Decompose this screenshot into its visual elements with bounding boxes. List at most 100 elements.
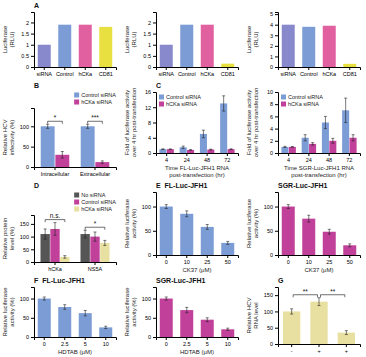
y-tick-label: 1.5 bbox=[21, 31, 29, 37]
y-tick: 12 bbox=[145, 105, 156, 111]
x-tick-label: 0 bbox=[287, 259, 290, 265]
error-bar bbox=[352, 135, 355, 141]
x-tick: 0 bbox=[287, 255, 290, 265]
x-tick-label: NS5A bbox=[88, 266, 103, 272]
x-tick-label: 48 bbox=[204, 157, 210, 163]
y-tick-label: 16 bbox=[145, 89, 151, 95]
x-tick: - bbox=[291, 344, 293, 354]
y-tick-label: 1 bbox=[270, 54, 273, 60]
x-tick-mark bbox=[291, 344, 292, 347]
y-tick-label: 10 bbox=[267, 89, 273, 95]
error-bar bbox=[103, 240, 106, 245]
y-tick-mark bbox=[153, 45, 156, 46]
x-tick-mark bbox=[349, 255, 350, 258]
y-tick-label: 4 bbox=[270, 126, 273, 132]
panel-title: SGR-Luc-JFH1 bbox=[156, 277, 206, 284]
y-tick-mark bbox=[31, 167, 34, 168]
x-axis: siRNAControlhCKaCD81 bbox=[157, 67, 239, 77]
x-tick-label: 0 bbox=[165, 259, 168, 265]
y-axis-label: Relative luciferaseactivity (%) bbox=[2, 287, 15, 337]
y-tick-label: 150 bbox=[264, 292, 273, 298]
error-bar bbox=[104, 326, 107, 328]
error-bar bbox=[226, 241, 229, 244]
x-tick-label: CD81 bbox=[221, 71, 235, 77]
x-tick: 2.5 bbox=[61, 337, 69, 347]
x-tick-mark bbox=[166, 67, 167, 70]
y-tick: 100 bbox=[264, 204, 278, 210]
x-tick-label: 10 bbox=[184, 259, 190, 265]
x-tick: Control bbox=[178, 67, 196, 77]
y-tick-label: 2 bbox=[148, 20, 151, 26]
x-tick: siRNA bbox=[158, 67, 174, 77]
x-axis: 4244872 bbox=[157, 153, 239, 163]
y-tick-label: 50 bbox=[145, 315, 151, 321]
error-bar bbox=[44, 229, 47, 239]
y-tick-mark bbox=[153, 123, 156, 124]
y-tick-label: 0 bbox=[148, 252, 151, 258]
y-axis-label: Luciferase(RLU) bbox=[2, 25, 15, 53]
y-tick-mark bbox=[275, 295, 278, 296]
panel: 0501000102550Relative luciferaseactivity… bbox=[246, 182, 361, 273]
legend-swatch bbox=[74, 193, 79, 198]
x-tick-mark bbox=[346, 344, 347, 347]
legend-label: Control siRNA bbox=[81, 92, 116, 98]
y-tick-mark bbox=[153, 231, 156, 232]
bar bbox=[281, 147, 288, 153]
x-axis: -++ bbox=[279, 344, 361, 354]
x-tick-mark bbox=[308, 255, 309, 258]
y-tick: 100 bbox=[20, 124, 34, 130]
y-tick: 50 bbox=[267, 228, 278, 234]
y-tick: 1.5 bbox=[21, 31, 34, 37]
error-bar bbox=[206, 318, 209, 322]
y-tick-label: 50 bbox=[23, 315, 29, 321]
y-tick-label: 100 bbox=[20, 234, 29, 240]
error-bar bbox=[84, 230, 87, 238]
error-bar bbox=[206, 224, 209, 229]
x-axis-line bbox=[279, 68, 361, 71]
bar bbox=[58, 307, 71, 337]
x-axis: siRNAControlhCKaCD81 bbox=[35, 67, 117, 77]
x-axis: 02.5510 bbox=[35, 337, 117, 347]
panel: 050100150-++Relative HCVRNA levelG**** bbox=[246, 277, 361, 354]
x-tick: CD81 bbox=[221, 67, 235, 77]
y-tick: 1 bbox=[26, 42, 34, 48]
x-axis-label: Time SGR-Luc-JFH1 RNApost-transfection (… bbox=[284, 165, 354, 178]
y-tick-mark bbox=[275, 46, 278, 47]
error-bar bbox=[230, 148, 233, 150]
x-axis-label: Time FL-Luc-JFH1 RNApost-transfection (h… bbox=[165, 165, 229, 178]
significance-label: ** bbox=[303, 288, 309, 295]
x-tick: 25 bbox=[326, 255, 332, 265]
y-tick: 1 bbox=[270, 54, 278, 60]
x-tick-label: Extracellular bbox=[80, 171, 110, 177]
error-bar bbox=[63, 256, 66, 259]
y-tick-label: 0 bbox=[148, 334, 151, 340]
x-tick: Extracellular bbox=[80, 167, 110, 177]
y-tick-label: 6 bbox=[270, 114, 273, 120]
legend-label: Control siRNA bbox=[81, 199, 116, 205]
y-tick: 0 bbox=[26, 164, 34, 170]
y-axis-line bbox=[31, 216, 35, 263]
y-tick: 50 bbox=[23, 315, 34, 321]
x-tick: 24 bbox=[184, 153, 190, 163]
y-tick: 2 bbox=[270, 43, 278, 49]
x-tick-label: CD81 bbox=[343, 71, 357, 77]
error-bar bbox=[46, 124, 49, 128]
y-tick: 0 bbox=[148, 150, 156, 156]
x-tick: 10 bbox=[184, 255, 190, 265]
x-tick-mark bbox=[329, 67, 330, 70]
y-tick-mark bbox=[153, 255, 156, 256]
error-bar bbox=[344, 98, 347, 122]
y-tick-mark bbox=[275, 255, 278, 256]
y-tick: 10 bbox=[267, 89, 278, 95]
x-tick-mark bbox=[227, 67, 228, 70]
x-tick: 48 bbox=[326, 153, 332, 163]
y-tick-mark bbox=[31, 67, 34, 68]
y-tick-mark bbox=[31, 262, 34, 263]
error-bar bbox=[311, 143, 314, 145]
panel-title: D bbox=[34, 182, 39, 189]
bar bbox=[323, 26, 336, 67]
error-bar bbox=[189, 149, 192, 150]
x-tick-mark bbox=[85, 67, 86, 70]
x-tick: 25 bbox=[204, 255, 210, 265]
y-tick-mark bbox=[31, 224, 34, 225]
